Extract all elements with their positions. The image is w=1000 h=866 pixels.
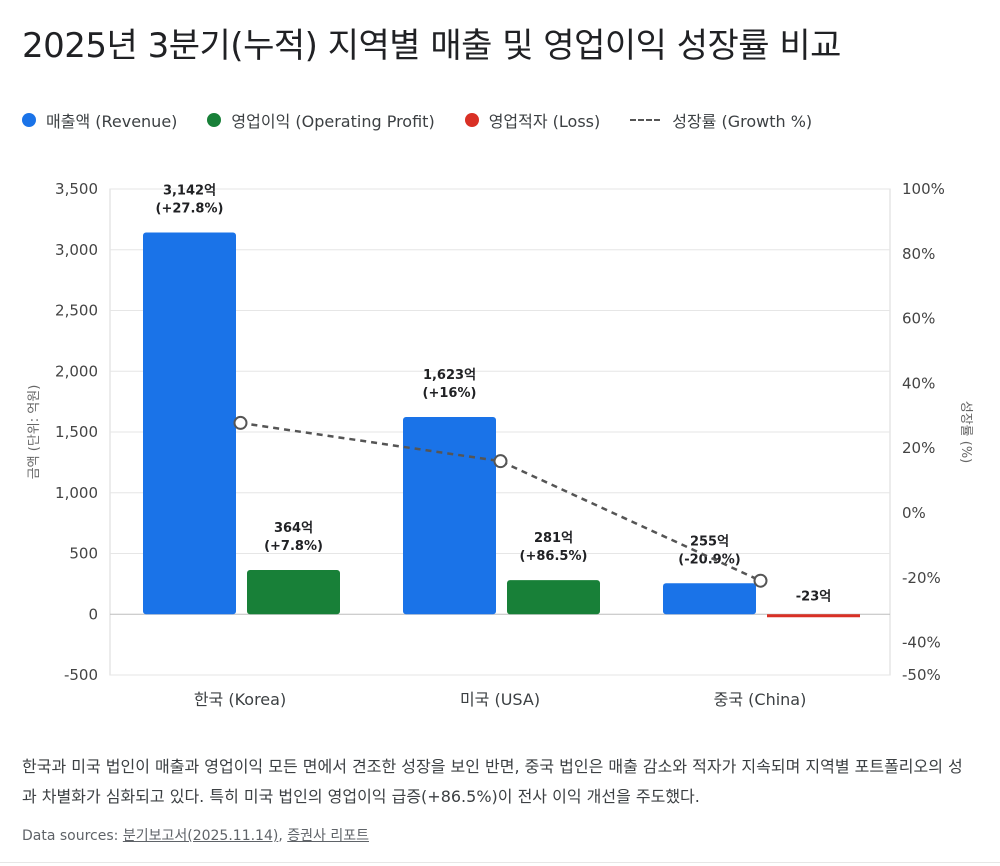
data-sources: Data sources: 분기보고서(2025.11.14), 증권사 리포트 — [22, 825, 369, 845]
y-tick-label: 3,500 — [55, 180, 98, 198]
y2-tick-label: 40% — [902, 374, 935, 392]
y2-tick-label: -20% — [902, 569, 941, 587]
y-tick-label: -500 — [64, 666, 98, 684]
x-category-label: 중국 (China) — [714, 690, 807, 709]
legend-item-revenue[interactable]: 매출액 (Revenue) — [22, 108, 177, 132]
legend-item-profit[interactable]: 영업이익 (Operating Profit) — [207, 108, 435, 132]
chart-svg: 3,500 3,000 2,500 2,000 1,500 1,000 500 0 -500 10… — [27, 180, 973, 709]
x-category-label: 미국 (USA) — [460, 690, 540, 709]
legend: 매출액 (Revenue) 영업이익 (Operating Profit) 영업… — [22, 108, 842, 132]
growth-point — [233, 415, 248, 430]
legend-label-profit: 영업이익 (Operating Profit) — [231, 112, 435, 131]
y2-tick-label: 60% — [902, 310, 935, 328]
revenue-data-label: (+27.8%) — [156, 201, 224, 216]
y-tick-label: 3,000 — [55, 241, 98, 259]
revenue-bar — [143, 232, 236, 615]
revenue-data-label: (+16%) — [423, 386, 477, 401]
growth-dash-icon — [630, 119, 661, 121]
legend-label-loss: 영업적자 (Loss) — [488, 112, 601, 131]
y-tick-label: 2,500 — [55, 302, 98, 320]
y2-axis-title: 성장률 (%) — [958, 401, 973, 464]
profit-bar — [507, 580, 600, 615]
y2-tick-label: 80% — [902, 245, 935, 263]
growth-point — [753, 573, 768, 588]
y-tick-label: 500 — [69, 545, 98, 563]
sources-separator: , — [278, 828, 288, 844]
legend-label-growth: 성장률 (Growth %) — [672, 112, 813, 131]
revenue-bar — [403, 417, 496, 615]
y-tick-label: 2,000 — [55, 362, 98, 380]
profit-data-label: 281억 — [534, 531, 573, 546]
revenue-swatch-icon — [22, 113, 36, 127]
y2-tick-label: 0% — [902, 504, 926, 522]
revenue-data-label: 3,142억 — [163, 183, 216, 198]
y2-tick-label: -40% — [902, 634, 941, 652]
source-link-broker[interactable]: 증권사 리포트 — [287, 828, 369, 844]
revenue-data-label: 1,623억 — [423, 368, 476, 383]
y2-tick-label: 100% — [902, 180, 945, 198]
source-link-report[interactable]: 분기보고서(2025.11.14) — [122, 828, 279, 844]
profit-data-label: 364억 — [274, 521, 313, 536]
profit-data-label: -23억 — [796, 589, 831, 604]
y-tick-label: 1,000 — [55, 484, 98, 502]
chart-note: 한국과 미국 법인이 매출과 영업이익 모든 면에서 견조한 성장을 보인 반면… — [22, 757, 963, 806]
y-tick-label: 1,500 — [55, 423, 98, 441]
bottom-divider — [0, 862, 1000, 863]
profit-data-label: (+86.5%) — [520, 549, 588, 564]
revenue-data-label: 255억 — [690, 534, 729, 549]
legend-item-loss[interactable]: 영업적자 (Loss) — [464, 108, 601, 132]
loss-bar — [767, 614, 860, 618]
profit-data-label: (+7.8%) — [264, 539, 323, 554]
profit-bar — [247, 570, 340, 615]
growth-point — [493, 454, 508, 469]
y-tick-label: 0 — [88, 605, 98, 623]
revenue-data-label: (-20.9%) — [678, 552, 740, 567]
y2-tick-label: 20% — [902, 439, 935, 457]
legend-label-revenue: 매출액 (Revenue) — [46, 112, 178, 131]
sources-prefix: Data sources: — [22, 828, 123, 844]
legend-item-growth[interactable]: 성장률 (Growth %) — [630, 108, 812, 132]
chart-title: 2025년 3분기(누적) 지역별 매출 및 영업이익 성장률 비교 — [22, 26, 841, 66]
growth-line — [240, 421, 762, 582]
y2-tick-label: -50% — [902, 666, 941, 684]
profit-swatch-icon — [207, 113, 222, 127]
revenue-bar — [663, 583, 756, 615]
x-category-label: 한국 (Korea) — [194, 690, 286, 709]
y-axis-title: 금액 (단위: 억원) — [27, 385, 42, 480]
loss-swatch-icon — [464, 113, 479, 127]
